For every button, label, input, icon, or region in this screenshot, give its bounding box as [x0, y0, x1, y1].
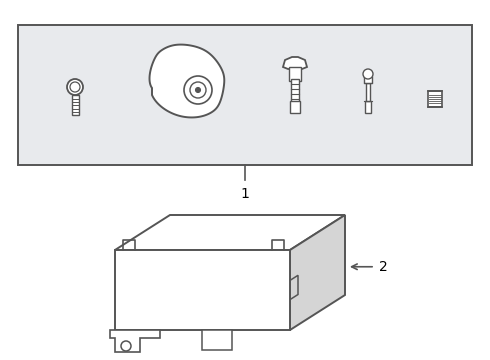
Bar [366, 83, 370, 101]
Circle shape [70, 82, 80, 92]
Circle shape [67, 79, 83, 95]
Bar [18, 25, 472, 165]
Polygon shape [115, 215, 345, 250]
Circle shape [363, 69, 373, 79]
Text: 2: 2 [379, 260, 388, 274]
Circle shape [190, 82, 206, 98]
Text: 1: 1 [241, 187, 249, 201]
Circle shape [184, 76, 212, 104]
Bar [201, 330, 231, 350]
Polygon shape [110, 330, 160, 352]
Bar [290, 101, 300, 113]
Polygon shape [149, 45, 224, 117]
Polygon shape [283, 57, 307, 69]
Bar [289, 67, 301, 81]
Bar [364, 76, 372, 83]
Polygon shape [115, 250, 290, 330]
Bar [291, 79, 299, 103]
Bar [365, 101, 371, 113]
Polygon shape [290, 215, 345, 330]
Bar [428, 91, 442, 107]
Circle shape [196, 87, 200, 93]
Circle shape [121, 341, 131, 351]
Bar [72, 95, 78, 115]
